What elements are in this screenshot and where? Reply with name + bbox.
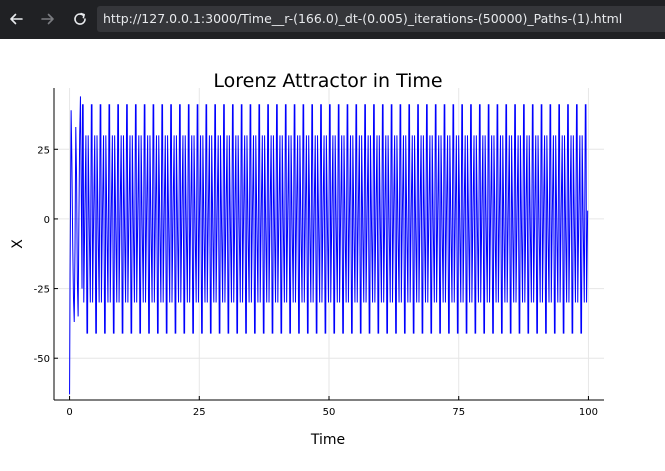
page-content: 0 25 50 75 100 25 0 -25 -50 Lorenz Attractor in … <box>0 39 665 466</box>
x-tick-label: 50 <box>323 407 336 418</box>
browser-toolbar: http://127.0.0.1:3000/Time__r-(166.0)_dt… <box>0 0 665 39</box>
y-tick-label: -25 <box>34 285 50 296</box>
series-layer <box>69 96 589 395</box>
series-line-x <box>69 96 589 395</box>
x-tick-label: 100 <box>579 407 598 418</box>
x-axis-label: Time <box>310 432 345 448</box>
forward-button[interactable] <box>38 9 58 29</box>
y-axis-label: X <box>10 239 26 249</box>
address-bar[interactable]: http://127.0.0.1:3000/Time__r-(166.0)_dt… <box>97 6 665 32</box>
chart-title: Lorenz Attractor in Time <box>213 70 442 92</box>
lorenz-line-chart: 0 25 50 75 100 25 0 -25 -50 Lorenz Attractor in … <box>10 70 604 448</box>
y-tick-label: 25 <box>37 145 50 156</box>
y-tick-label: -50 <box>34 354 50 365</box>
y-tick-label: 0 <box>44 215 50 226</box>
back-button[interactable] <box>6 9 26 29</box>
reload-icon <box>72 11 88 27</box>
tick-labels: 0 25 50 75 100 25 0 -25 -50 <box>34 145 598 418</box>
x-tick-label: 25 <box>193 407 206 418</box>
x-tick-label: 0 <box>66 407 72 418</box>
arrow-left-icon <box>8 11 24 27</box>
reload-button[interactable] <box>70 9 90 29</box>
arrow-right-icon <box>40 11 56 27</box>
x-tick-label: 75 <box>452 407 465 418</box>
